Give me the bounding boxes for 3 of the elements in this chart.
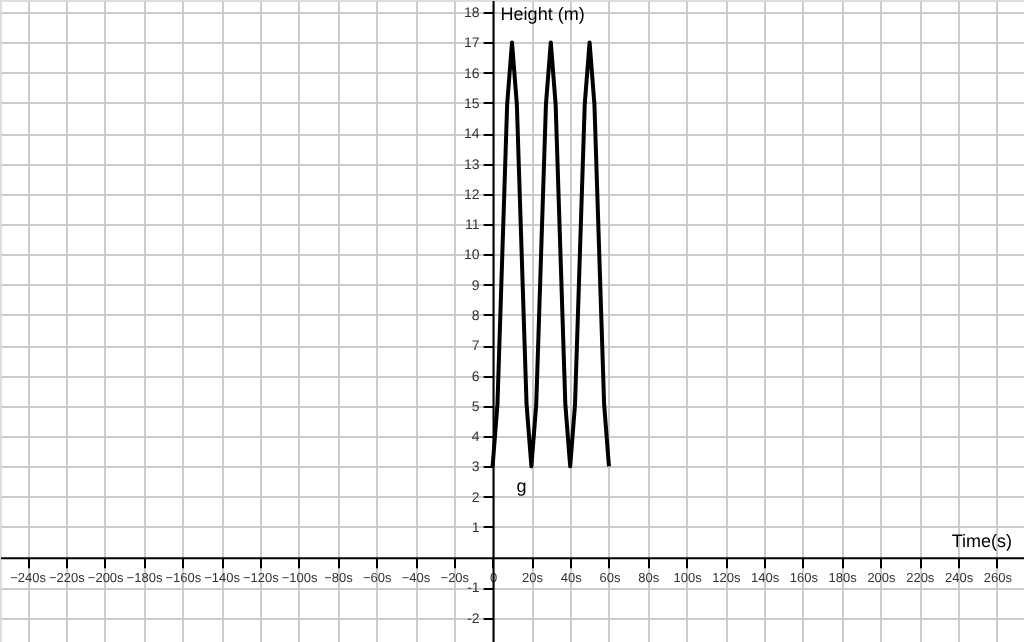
annotation: g — [516, 476, 527, 497]
x-axis-title: Time(s) — [951, 531, 1012, 552]
y-axis-title: Height (m) — [500, 4, 585, 24]
